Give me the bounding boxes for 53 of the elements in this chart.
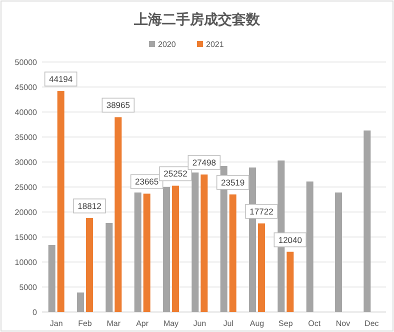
y-tick-label: 35000 <box>14 133 38 142</box>
x-tick-label: Jun <box>193 319 206 328</box>
data-label: 44194 <box>49 74 73 84</box>
x-tick-label: May <box>163 319 179 328</box>
y-tick-label: 15000 <box>14 233 38 242</box>
data-label: 25252 <box>164 168 188 179</box>
x-tick-label: Aug <box>250 319 264 328</box>
x-tick-label: Apr <box>136 319 149 328</box>
bar <box>286 252 294 312</box>
x-tick-label: Feb <box>78 319 92 328</box>
y-tick-label: 20000 <box>14 208 38 217</box>
y-tick-label: 5000 <box>19 283 38 292</box>
bar <box>172 186 179 312</box>
data-label: 38965 <box>106 100 130 110</box>
y-tick-label: 25000 <box>14 183 38 192</box>
x-tick-label: Jan <box>50 319 63 328</box>
bar <box>163 187 170 312</box>
bar <box>134 192 142 312</box>
bar <box>114 117 122 312</box>
y-tick-label: 0 <box>32 308 38 317</box>
data-label: 12040 <box>278 234 302 245</box>
data-label: 23665 <box>135 176 159 187</box>
x-tick-label: Mar <box>106 319 121 328</box>
data-label: 27498 <box>192 158 216 168</box>
data-label: 18812 <box>78 200 102 211</box>
bar <box>192 172 199 312</box>
x-tick-label: Nov <box>336 319 350 328</box>
bar <box>200 174 208 312</box>
y-tick-label: 50000 <box>14 58 38 67</box>
bar <box>229 194 236 312</box>
y-tick-label: 30000 <box>14 158 38 167</box>
bar <box>86 218 93 312</box>
chart-title: 上海二手房成交套数 <box>133 11 261 27</box>
y-tick-label: 40000 <box>14 108 38 117</box>
bar <box>106 223 113 312</box>
x-tick-label: Jul <box>223 319 234 328</box>
bar <box>143 194 150 312</box>
data-label: 23519 <box>221 177 245 188</box>
bar <box>77 292 84 312</box>
x-tick-label: Oct <box>308 319 322 328</box>
bar <box>364 130 371 312</box>
bar <box>258 223 265 312</box>
y-tick-label: 45000 <box>14 83 38 92</box>
legend-label: 2021 <box>206 40 224 49</box>
bar <box>48 245 56 312</box>
data-label: 17722 <box>250 206 274 216</box>
bar <box>57 91 64 312</box>
y-tick-label: 10000 <box>14 258 38 267</box>
bar <box>306 182 314 312</box>
x-tick-label: Dec <box>364 319 379 328</box>
legend-label: 2020 <box>158 40 176 49</box>
x-tick-label: Sep <box>278 319 294 328</box>
bar <box>335 192 342 312</box>
